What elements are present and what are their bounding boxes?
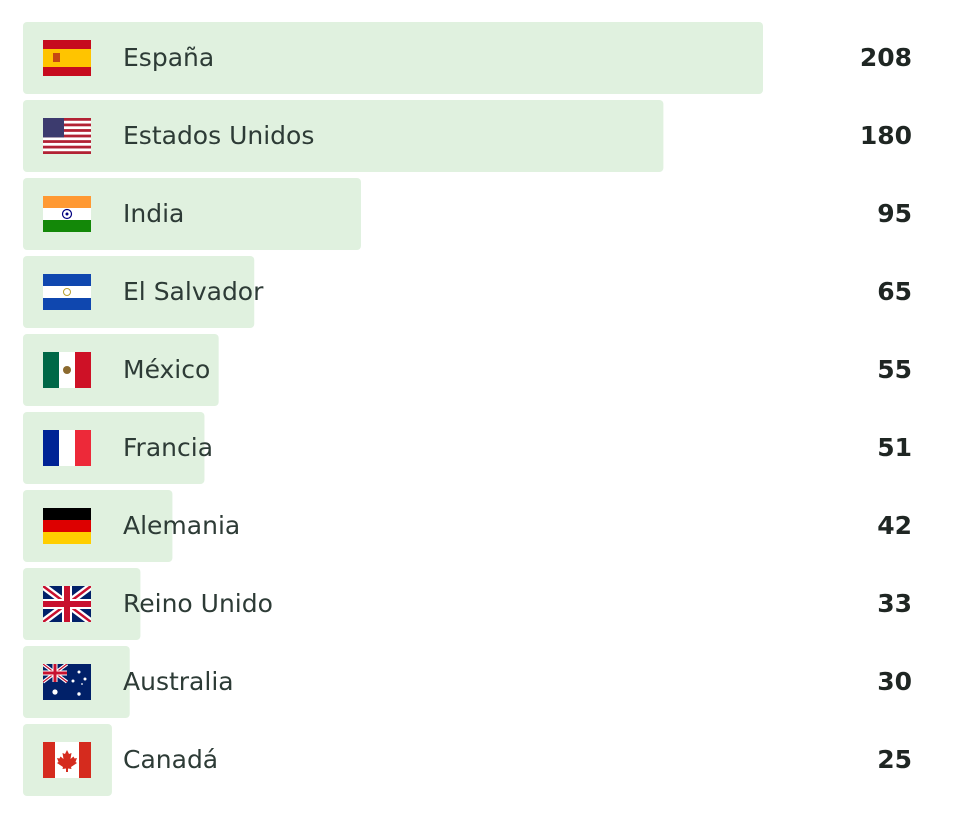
flag	[43, 430, 91, 466]
country-row: El Salvador 65	[23, 256, 912, 328]
country-name: India	[123, 199, 184, 228]
country-name: España	[123, 43, 214, 72]
country-row: Reino Unido 33	[23, 568, 912, 640]
count: 42	[877, 511, 912, 540]
count: 208	[860, 43, 912, 72]
country-row: India 95	[23, 178, 912, 250]
country-name: Canadá	[123, 745, 218, 774]
country-name: Reino Unido	[123, 589, 273, 618]
count: 55	[877, 355, 912, 384]
flag	[43, 118, 91, 154]
flag	[43, 352, 91, 388]
country-row: México 55	[23, 334, 912, 406]
bar	[23, 100, 664, 172]
count: 33	[877, 589, 912, 618]
flag	[43, 274, 91, 310]
bar	[23, 178, 361, 250]
count: 65	[877, 277, 912, 306]
count: 180	[860, 121, 912, 150]
country-name: México	[123, 355, 210, 384]
count: 25	[877, 745, 912, 774]
country-name: Australia	[123, 667, 234, 696]
country-row: Francia 51	[23, 412, 912, 484]
flag	[43, 586, 91, 622]
flag	[43, 40, 91, 76]
count: 95	[877, 199, 912, 228]
country-name: Alemania	[123, 511, 240, 540]
country-row: Australia 30	[23, 646, 912, 718]
country-row: Canadá 25	[23, 724, 912, 796]
country-row: Alemania 42	[23, 490, 912, 562]
country-name: Francia	[123, 433, 213, 462]
country-row: Estados Unidos 180	[23, 100, 912, 172]
flag	[43, 508, 91, 544]
country-row: España 208	[23, 22, 912, 94]
country-name: Estados Unidos	[123, 121, 314, 150]
flag	[43, 664, 91, 700]
count: 51	[877, 433, 912, 462]
flag	[43, 742, 91, 778]
bar	[23, 22, 763, 94]
country-name: El Salvador	[123, 277, 264, 306]
flag	[43, 196, 91, 232]
count: 30	[877, 667, 912, 696]
